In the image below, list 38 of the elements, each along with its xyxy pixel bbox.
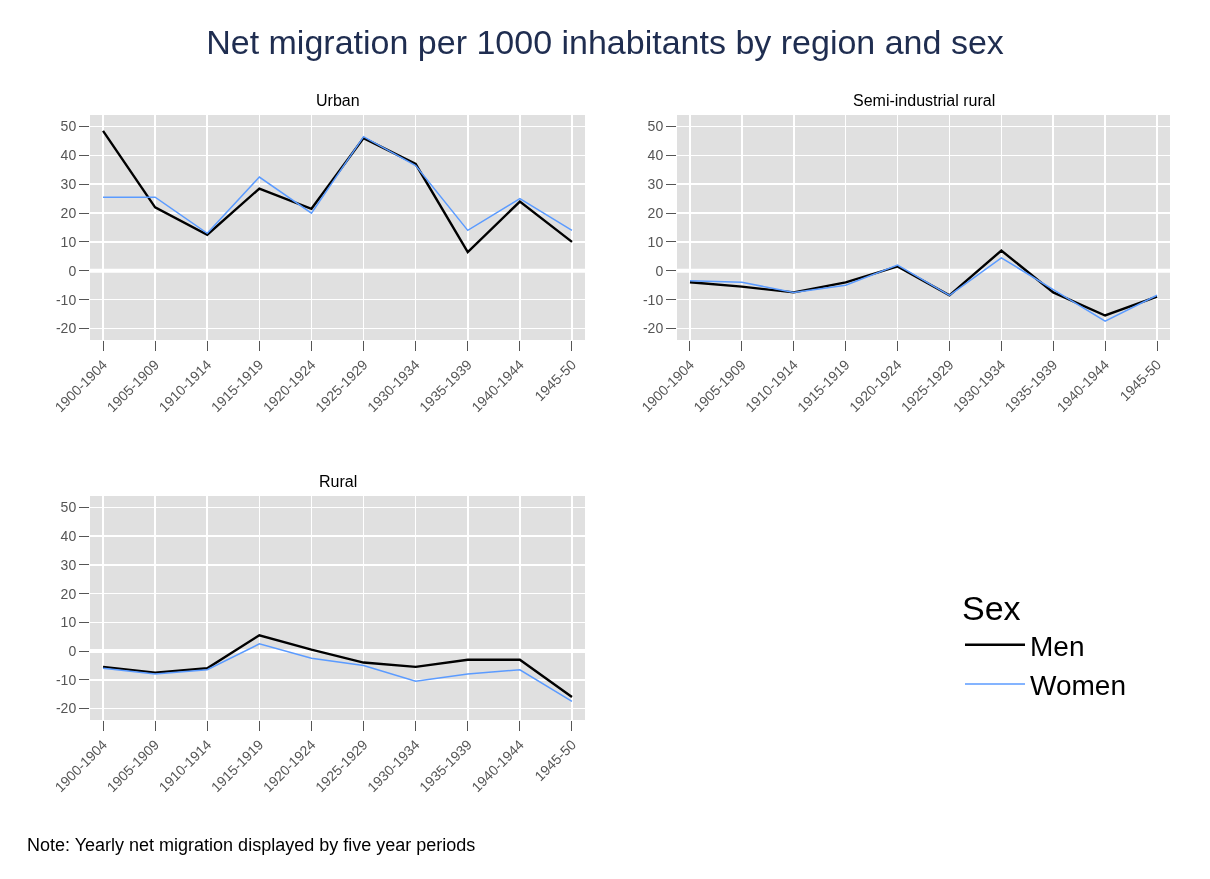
y-tick-label: -10 [55,291,77,308]
legend-label: Women [1030,670,1126,702]
y-tick-label: 10 [60,233,77,250]
y-tick-label: 20 [647,204,664,221]
y-tick-label: 40 [647,147,664,164]
y-tick-label: -20 [55,320,77,337]
y-tick-label: 20 [60,204,77,221]
y-tick-label: -10 [55,671,77,688]
y-tick-label: 30 [647,176,664,193]
line-series [688,249,1159,317]
y-tick-label: 20 [60,585,77,602]
y-tick-label: 10 [647,233,664,250]
line-series [102,135,573,235]
chart-subtitle: Semi-industrial rural [853,92,996,109]
chart-subtitle: Urban [316,92,360,109]
y-tick-label: 0 [655,262,664,279]
y-tick-label: 30 [60,176,77,193]
line-series [689,257,1158,322]
line-series [102,643,573,703]
y-tick-label: -20 [55,700,77,717]
y-tick-label: 50 [60,499,77,516]
y-tick-label: 10 [60,614,77,631]
y-tick-label: 0 [68,262,77,279]
line-series [101,634,574,699]
y-tick-label: 40 [60,147,77,164]
legend-title: Sex [962,589,1021,627]
y-tick-label: -10 [642,291,664,308]
y-tick-label: 50 [60,118,77,135]
y-tick-label: 40 [60,528,77,545]
y-tick-label: -20 [642,320,664,337]
text: Note: Yearly net migration displayed by five year periods [27,835,476,855]
line-series [101,129,574,254]
y-tick-label: 0 [68,642,77,659]
y-tick-label: 30 [60,556,77,573]
legend-label: Men [1030,630,1085,662]
chart-subtitle: Rural [319,473,358,490]
chart-title: Net migration per 1000 inhabitants by region and sex [206,22,1004,61]
y-tick-label: 50 [647,118,664,135]
